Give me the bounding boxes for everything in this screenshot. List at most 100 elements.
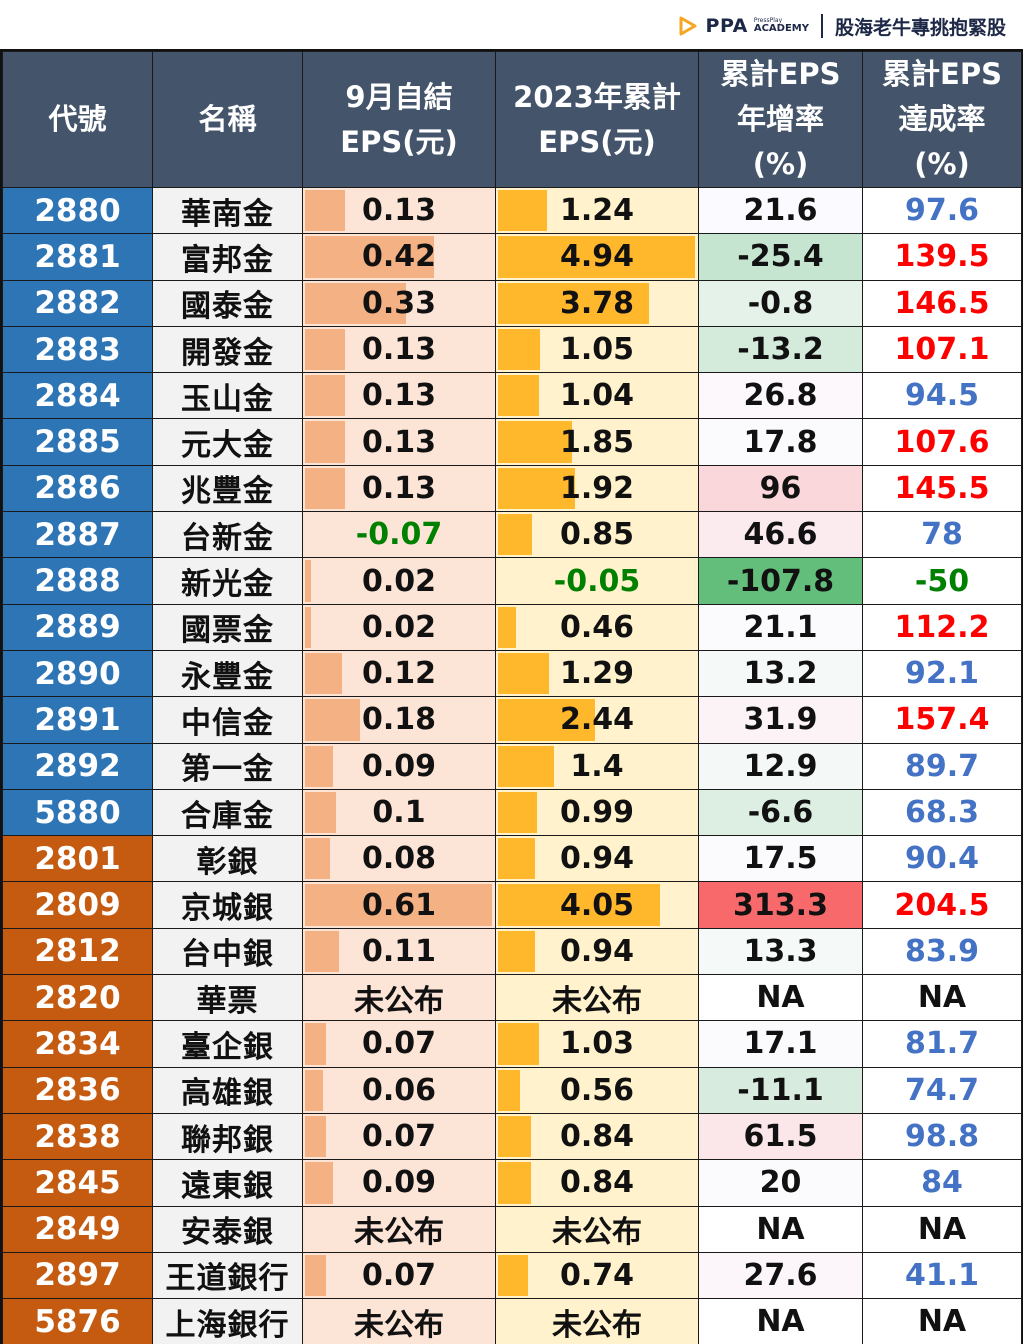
stock-name-cell-value: 富邦金 [181, 242, 274, 278]
table-row: 2834 臺企銀 0.07 1.03 17.1 81.7 [2, 1020, 1022, 1068]
eps-ytd-cell-value: 4.94 [559, 239, 635, 275]
eps-sep-databar [305, 375, 345, 417]
table-row: 2880 華南金 0.13 1.24 21.6 97.6 [2, 186, 1022, 235]
eps-sep-cell-value: 0.07 [361, 1026, 437, 1062]
eps-ytd-cell: -0.05 [495, 557, 699, 605]
stock-code-cell-value: 2886 [34, 470, 121, 507]
stock-code-cell: 2881 [2, 233, 153, 281]
stock-code-cell: 2812 [2, 927, 153, 976]
eps-ytd-databar [498, 236, 695, 278]
stock-name-cell: 永豐金 [152, 649, 303, 698]
eps-ytd-cell-value: 1.4 [570, 748, 624, 784]
play-logo-icon [678, 16, 698, 36]
stock-name-cell: 富邦金 [152, 233, 303, 281]
achievement-rate-cell-value: 107.1 [894, 332, 990, 368]
achievement-rate-cell: 92.1 [862, 649, 1022, 698]
stock-name-cell: 上海銀行 [152, 1298, 303, 1344]
eps-ytd-cell: 0.74 [495, 1251, 699, 1300]
stock-name-cell-value: 永豐金 [181, 659, 274, 695]
yoy-growth-cell-value: NA [756, 1304, 805, 1340]
yoy-growth-cell-value: 13.2 [743, 656, 818, 692]
eps-sep-databar [305, 421, 345, 463]
yoy-growth-cell-value: 21.6 [743, 193, 818, 229]
eps-ytd-databar [498, 745, 554, 787]
eps-ytd-cell: 0.46 [495, 603, 699, 651]
eps-ytd-databar [498, 884, 660, 926]
eps-ytd-cell: 0.84 [495, 1112, 699, 1161]
yoy-growth-cell: -25.4 [698, 233, 863, 281]
eps-ytd-cell: 0.56 [495, 1066, 699, 1114]
achievement-rate-cell: 107.1 [862, 325, 1022, 374]
eps-sep-cell: 0.09 [302, 1159, 496, 1207]
stock-code-cell-value: 2885 [34, 424, 121, 461]
eps-sep-cell-value: 0.06 [361, 1072, 437, 1108]
eps-ytd-databar [498, 930, 536, 973]
achievement-rate-cell: 84 [862, 1159, 1022, 1207]
eps-ytd-cell-value: 4.05 [559, 887, 635, 923]
eps-sep-databar [305, 1115, 327, 1158]
stock-name-cell-value: 元大金 [181, 428, 274, 464]
stock-code-cell: 2845 [2, 1159, 153, 1207]
stock-name-cell-value: 兆豐金 [181, 474, 274, 510]
eps-sep-databar [305, 1254, 327, 1297]
achievement-rate-cell-value: 97.6 [904, 193, 980, 229]
table-row: 2820 華票 未公布 未公布 NA NA [2, 974, 1022, 1022]
header-line: EPS(元) [340, 124, 458, 159]
header-name: 名稱 [152, 51, 303, 188]
yoy-growth-cell-value: -6.6 [747, 795, 814, 830]
eps-sep-databar [305, 236, 434, 278]
table-row: 2881 富邦金 0.42 4.94 -25.4 139.5 [2, 233, 1022, 281]
eps-sep-databar [305, 745, 333, 787]
achievement-rate-cell: 74.7 [862, 1066, 1022, 1114]
stock-code-cell-value: 2883 [34, 331, 121, 368]
achievement-rate-cell-value: 68.3 [904, 795, 980, 830]
eps-ytd-cell: 1.24 [495, 186, 699, 235]
stock-name-cell: 華票 [152, 974, 303, 1022]
achievement-rate-cell: NA [862, 1298, 1022, 1344]
header-line: 累計EPS [720, 57, 841, 91]
table-row: 2809 京城銀 0.61 4.05 313.3 204.5 [2, 881, 1022, 929]
yoy-growth-cell-value: 17.8 [743, 424, 818, 460]
stock-name-cell: 彰銀 [152, 835, 303, 883]
eps-sep-cell-value: 未公布 [354, 1307, 444, 1343]
eps-sep-cell: 0.07 [302, 1251, 496, 1300]
stock-name-cell-value: 台新金 [181, 520, 274, 556]
header-line: 代號 [48, 102, 107, 136]
eps-sep-cell-value: 0.18 [361, 702, 437, 738]
eps-ytd-cell-value: 1.92 [559, 470, 635, 506]
stock-name-cell-value: 彰銀 [196, 844, 259, 880]
header-line: 達成率 [898, 102, 986, 136]
stock-code-cell: 2834 [2, 1020, 153, 1068]
eps-ytd-cell: 未公布 [495, 1205, 699, 1253]
eps-ytd-databar [498, 838, 536, 880]
stock-code-cell: 2838 [2, 1112, 153, 1161]
achievement-rate-cell: 90.4 [862, 835, 1022, 883]
stock-code-cell-value: 2884 [34, 377, 121, 414]
stock-code-cell: 2836 [2, 1066, 153, 1114]
stock-code-cell: 2887 [2, 511, 153, 559]
header-code: 代號 [2, 51, 153, 188]
table-row: 2891 中信金 0.18 2.44 31.9 157.4 [2, 696, 1022, 744]
stock-name-cell-value: 王道銀行 [165, 1261, 290, 1297]
stock-code-cell-value: 2849 [34, 1211, 121, 1248]
eps-sep-databar [305, 1162, 333, 1204]
eps-ytd-cell: 4.94 [495, 233, 699, 281]
achievement-rate-cell: 94.5 [862, 372, 1022, 420]
eps-ytd-cell-value: 1.85 [559, 424, 635, 460]
stock-code-cell-value: 2888 [34, 563, 121, 600]
eps-ytd-cell: 1.05 [495, 325, 699, 374]
header-yoy: 累計EPS 年增率 (%) [698, 51, 863, 188]
achievement-rate-cell: NA [862, 1205, 1022, 1253]
table-row: 2838 聯邦銀 0.07 0.84 61.5 98.8 [2, 1112, 1022, 1161]
table-row: 2882 國泰金 0.33 3.78 -0.8 146.5 [2, 279, 1022, 327]
eps-ytd-databar [498, 328, 540, 371]
stock-name-cell: 京城銀 [152, 881, 303, 929]
eps-sep-cell-value: 0.13 [361, 193, 437, 229]
stock-name-cell-value: 臺企銀 [181, 1029, 274, 1065]
achievement-rate-cell: 41.1 [862, 1251, 1022, 1300]
yoy-growth-cell: 46.6 [698, 511, 863, 559]
stock-name-cell: 臺企銀 [152, 1020, 303, 1068]
eps-sep-cell-value: 0.33 [361, 285, 437, 321]
eps-sep-cell-value: 未公布 [354, 1215, 444, 1251]
table-row: 5880 合庫金 0.1 0.99 -6.6 68.3 [2, 788, 1022, 837]
